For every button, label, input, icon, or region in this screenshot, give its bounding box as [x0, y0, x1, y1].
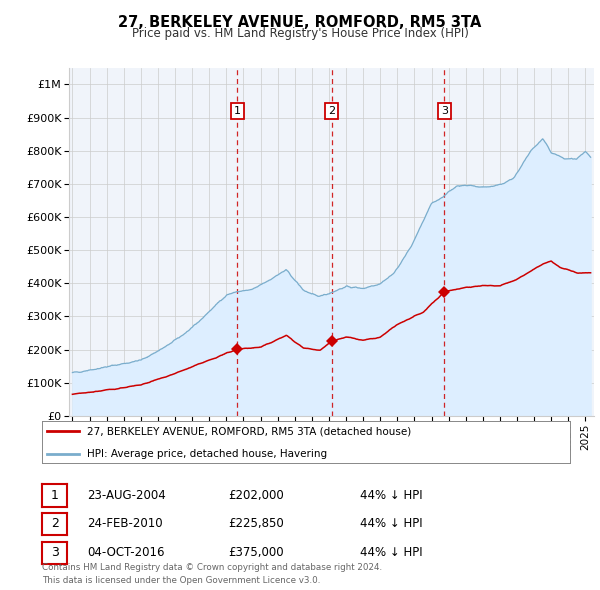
Text: £375,000: £375,000: [228, 546, 284, 559]
Text: 23-AUG-2004: 23-AUG-2004: [87, 489, 166, 502]
Text: 27, BERKELEY AVENUE, ROMFORD, RM5 3TA (detached house): 27, BERKELEY AVENUE, ROMFORD, RM5 3TA (d…: [87, 427, 411, 436]
Text: 04-OCT-2016: 04-OCT-2016: [87, 546, 164, 559]
Text: 24-FEB-2010: 24-FEB-2010: [87, 517, 163, 530]
Text: 3: 3: [50, 546, 59, 559]
Text: HPI: Average price, detached house, Havering: HPI: Average price, detached house, Have…: [87, 449, 327, 459]
Text: 3: 3: [441, 106, 448, 116]
Text: 27, BERKELEY AVENUE, ROMFORD, RM5 3TA: 27, BERKELEY AVENUE, ROMFORD, RM5 3TA: [118, 15, 482, 30]
Text: 44% ↓ HPI: 44% ↓ HPI: [360, 517, 422, 530]
Text: Contains HM Land Registry data © Crown copyright and database right 2024.: Contains HM Land Registry data © Crown c…: [42, 563, 382, 572]
Text: 44% ↓ HPI: 44% ↓ HPI: [360, 489, 422, 502]
Text: 44% ↓ HPI: 44% ↓ HPI: [360, 546, 422, 559]
Text: £202,000: £202,000: [228, 489, 284, 502]
Text: 2: 2: [328, 106, 335, 116]
Text: This data is licensed under the Open Government Licence v3.0.: This data is licensed under the Open Gov…: [42, 576, 320, 585]
Text: 2: 2: [50, 517, 59, 530]
Text: Price paid vs. HM Land Registry's House Price Index (HPI): Price paid vs. HM Land Registry's House …: [131, 27, 469, 40]
Text: £225,850: £225,850: [228, 517, 284, 530]
Text: 1: 1: [234, 106, 241, 116]
Text: 1: 1: [50, 489, 59, 502]
